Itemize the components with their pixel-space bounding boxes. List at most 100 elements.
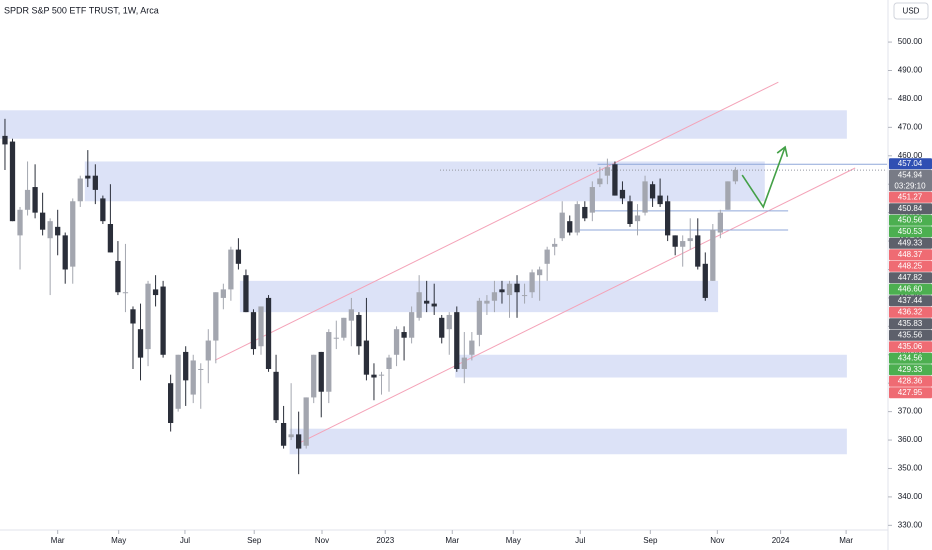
x-tick-label: May	[506, 536, 521, 545]
price-label: 436.32	[898, 308, 923, 317]
candle-body	[552, 243, 558, 247]
currency-button[interactable]	[893, 2, 929, 20]
currency-label[interactable]: USD	[903, 7, 920, 16]
y-tick-label: 340.00	[898, 492, 923, 501]
candle-body	[235, 249, 242, 264]
x-tick-label: Nov	[710, 536, 724, 545]
y-tick-label: 370.00	[898, 407, 923, 416]
price-label: 448.37	[898, 250, 923, 259]
drawings	[0, 81, 887, 455]
candle-body	[24, 189, 31, 210]
price-label-box	[889, 306, 932, 318]
price-label-box	[889, 214, 932, 226]
price-label: 457.04	[898, 159, 923, 168]
candle-body	[17, 209, 23, 236]
candle-body	[296, 434, 302, 449]
candle-body	[514, 283, 520, 293]
price-label-box	[889, 169, 932, 192]
candle-body	[416, 292, 422, 318]
price-label: 427.95	[898, 388, 923, 397]
candle-body	[454, 312, 460, 369]
price-label-box	[889, 226, 932, 238]
candle-body	[582, 206, 588, 219]
candle-body	[85, 175, 91, 179]
x-tick-label: 2024	[772, 536, 790, 545]
candle-body	[378, 374, 385, 376]
y-tick-label: 330.00	[898, 520, 923, 529]
candle-body	[642, 181, 648, 213]
price-label: 451.27	[898, 193, 923, 202]
price-label-box	[889, 203, 932, 215]
price-label: 454.94	[898, 171, 923, 180]
y-tick-label: 350.00	[898, 464, 923, 473]
candle-body	[9, 141, 16, 222]
candle-body	[265, 297, 272, 369]
price-label: 429.33	[898, 365, 923, 374]
candle-body	[499, 289, 505, 293]
candle-body	[529, 272, 535, 293]
price-label-box	[889, 387, 932, 399]
candle-body	[649, 184, 656, 199]
candle-body	[280, 422, 287, 446]
candle-body	[311, 354, 317, 398]
candle-body	[627, 201, 633, 225]
candle-body	[348, 309, 355, 321]
price-label: 434.56	[898, 354, 923, 363]
candle-body	[303, 397, 309, 446]
candle-body	[152, 289, 159, 296]
candle-body	[288, 434, 294, 438]
candle-body	[589, 187, 595, 213]
x-tick-label: Jul	[180, 536, 190, 545]
price-label-box	[889, 191, 932, 203]
price-label: 449.33	[898, 239, 923, 248]
price-label-box	[889, 341, 932, 353]
candle-body	[491, 292, 498, 301]
price-label-box	[889, 329, 932, 341]
candle-body	[130, 309, 136, 324]
candle-body	[62, 235, 68, 270]
candle-body	[665, 201, 671, 236]
candle-body	[597, 178, 603, 185]
zone	[0, 110, 847, 139]
price-label: 447.82	[898, 273, 923, 282]
candle-body	[567, 221, 573, 233]
candle-body	[32, 187, 38, 213]
candle-body	[168, 383, 174, 423]
x-tick-label: Mar	[839, 536, 853, 545]
candle-body	[92, 175, 98, 190]
price-label-box	[889, 295, 932, 307]
price-label-box	[889, 237, 932, 249]
candle-body	[484, 300, 490, 304]
candle-body	[604, 167, 611, 176]
candle-body	[702, 263, 708, 298]
y-tick-label: 460.00	[898, 151, 923, 160]
candles	[2, 118, 739, 475]
price-label-box	[889, 249, 932, 261]
price-label-box	[889, 260, 932, 272]
candle-body	[559, 212, 565, 239]
price-label-box	[889, 272, 932, 284]
y-tick-label: 480.00	[898, 94, 923, 103]
chart-title: SPDR S&P 500 ETF TRUST, 1W, Arca	[4, 5, 159, 15]
price-label: 450.53	[898, 227, 923, 236]
arrow	[741, 146, 786, 209]
zone	[289, 428, 847, 455]
price-label: 446.60	[898, 285, 923, 294]
candle-body	[732, 169, 739, 182]
candle-body	[39, 212, 46, 230]
candle-body	[47, 221, 53, 239]
price-label: 448.25	[898, 262, 923, 271]
candle-body	[710, 229, 716, 281]
candle-body	[657, 195, 663, 205]
price-label-box	[889, 318, 932, 330]
candle-body	[634, 215, 641, 222]
candle-body	[401, 332, 407, 338]
candle-body	[273, 371, 279, 421]
candle-body	[695, 235, 701, 267]
candle-body	[55, 226, 61, 236]
candle-body	[439, 317, 445, 338]
y-tick-label: 470.00	[898, 122, 923, 131]
